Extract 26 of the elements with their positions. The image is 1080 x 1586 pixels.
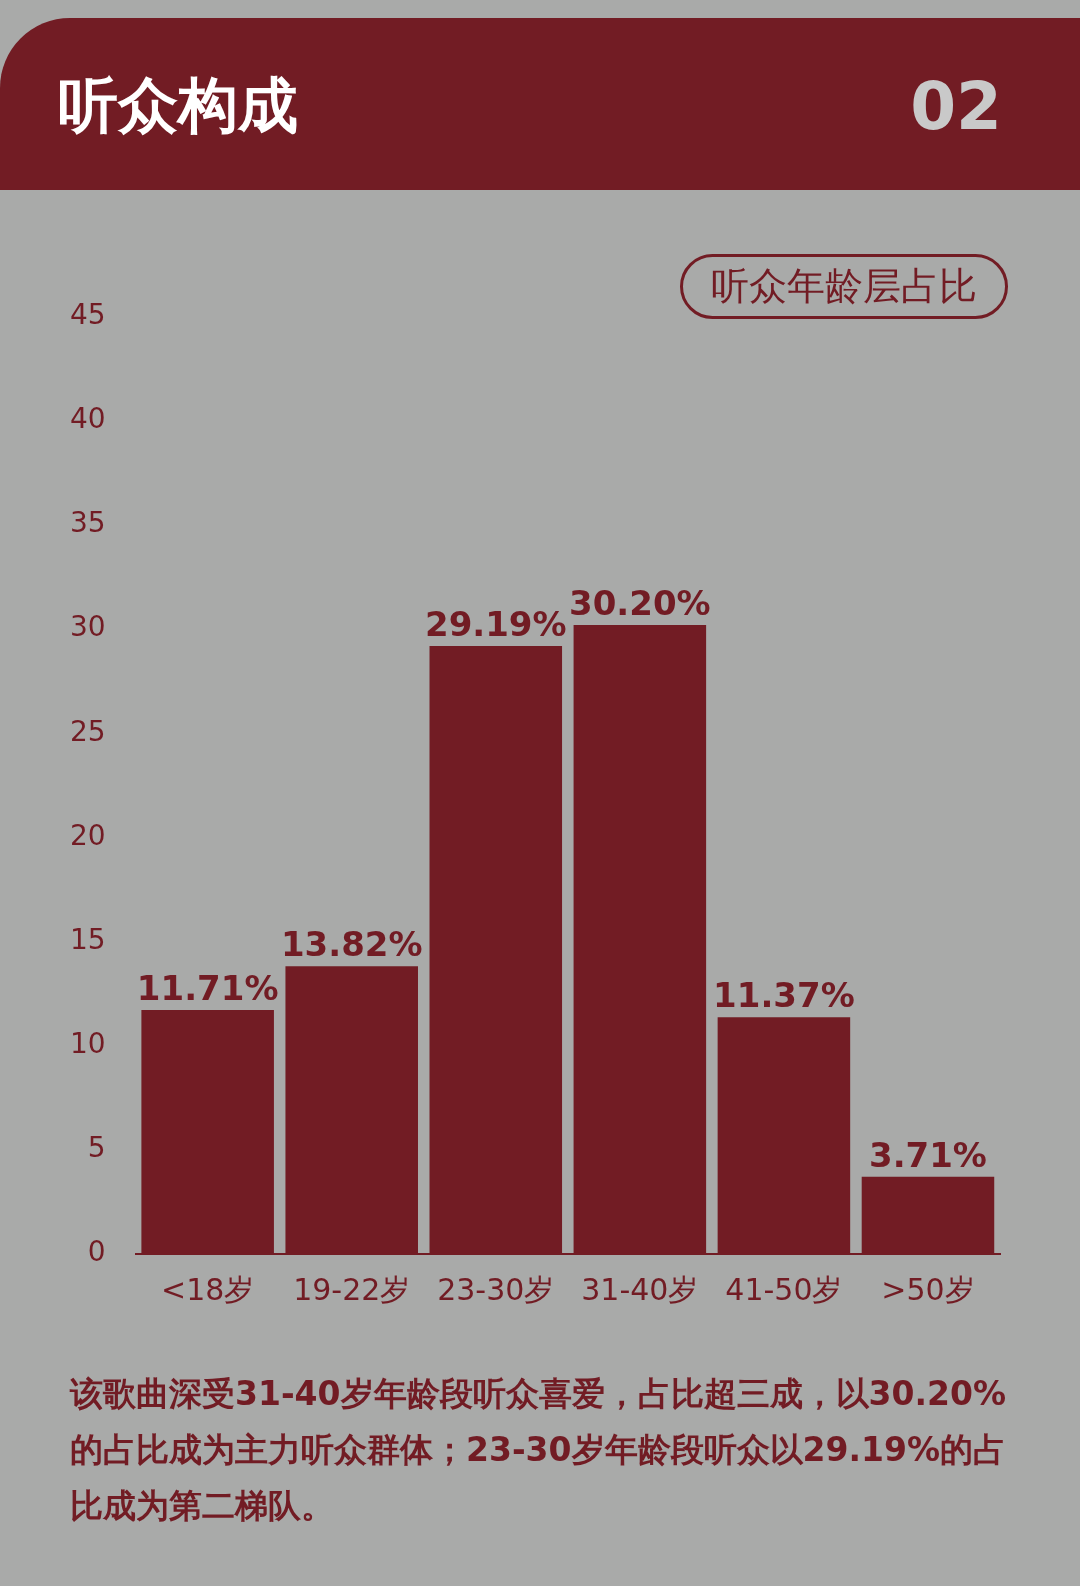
x-tick-label: >50岁 bbox=[881, 1271, 975, 1307]
data-label: 11.37% bbox=[713, 975, 855, 1016]
data-label: 30.20% bbox=[569, 582, 711, 623]
x-tick-label: 23-30岁 bbox=[437, 1271, 555, 1307]
y-tick-label: 10 bbox=[69, 1027, 106, 1061]
y-tick-label: 25 bbox=[69, 714, 106, 748]
data-label: 29.19% bbox=[424, 603, 567, 644]
y-tick-label: 20 bbox=[69, 818, 106, 852]
y-tick-label: 45 bbox=[69, 298, 106, 332]
x-tick-label: <18岁 bbox=[161, 1271, 255, 1307]
y-tick-label: 0 bbox=[87, 1235, 106, 1269]
x-tick-label: 41-50岁 bbox=[725, 1271, 843, 1307]
chart-subtitle: 听众年龄层占比 bbox=[680, 254, 1008, 319]
y-tick-label: 15 bbox=[69, 922, 106, 956]
data-label: 3.71% bbox=[868, 1134, 987, 1175]
y-tick-label: 35 bbox=[69, 506, 106, 540]
x-tick-label: 31-40岁 bbox=[581, 1271, 699, 1307]
y-tick-label: 40 bbox=[69, 402, 106, 436]
y-tick-label: 30 bbox=[69, 610, 106, 644]
text: 该歌曲深受31-40岁年龄段听众喜爱，占比超三成，以30.20%的占比成为主力听众群体；23-30岁年龄段听众以29.19%的占比成为第二梯队。 bbox=[70, 1373, 1007, 1527]
text: 02 bbox=[910, 68, 1002, 145]
x-tick-label: 19-22岁 bbox=[293, 1271, 411, 1307]
y-tick-label: 5 bbox=[87, 1131, 106, 1165]
chart-title: 听众构成 bbox=[58, 69, 298, 142]
data-label: 13.82% bbox=[280, 924, 423, 964]
data-label: 11.71% bbox=[136, 967, 279, 1008]
